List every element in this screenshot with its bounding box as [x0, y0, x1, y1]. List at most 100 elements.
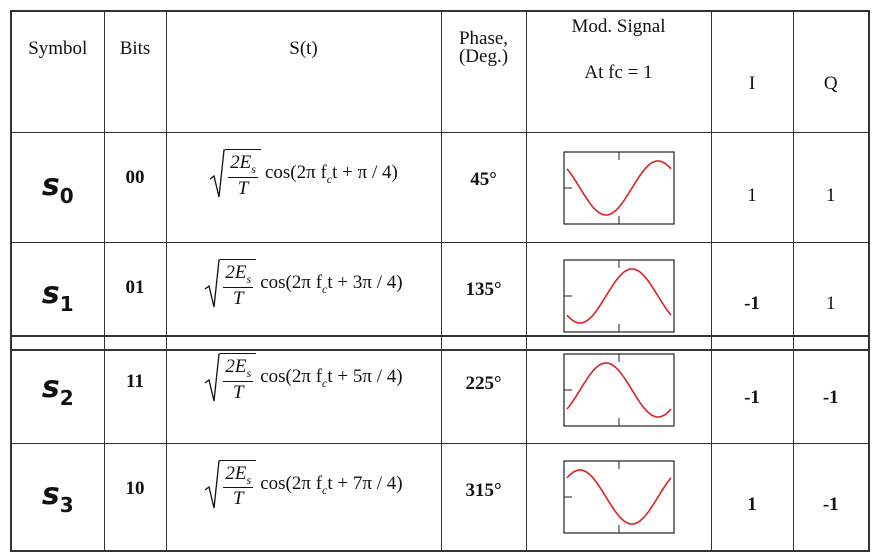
- waveform-frame: [562, 460, 675, 534]
- numerator-text: 2E: [225, 356, 247, 377]
- waveform-ticks: [563, 460, 619, 533]
- header-cell: Symbol: [10, 10, 105, 133]
- expression: cos(2π fct + 7π / 4): [260, 473, 402, 498]
- expression: cos(2π fct + 5π / 4): [260, 366, 402, 391]
- q-cell: 1: [792, 132, 870, 243]
- numerator-sub: s: [246, 271, 252, 286]
- symbol-sub: 0: [59, 183, 74, 208]
- waveform: [562, 353, 675, 427]
- numerator: 2Es: [228, 152, 258, 178]
- phase-cell: 45°: [440, 132, 527, 243]
- numerator: 2Es: [223, 356, 254, 382]
- symbol-sub: 2: [59, 385, 74, 410]
- phase-cell: 315°: [440, 442, 527, 552]
- header-row: Symbol Bits S(t) Phase, (Deg.) Mod. Sign…: [10, 10, 870, 133]
- fraction: 2Es T: [225, 149, 261, 200]
- expression-sub: c: [322, 482, 328, 497]
- radical-sign: [205, 259, 221, 308]
- header-cell: Mod. Signal At fc = 1: [525, 10, 712, 133]
- denominator: T: [233, 287, 244, 309]
- symbol-sub: 1: [59, 291, 74, 316]
- denominator: T: [233, 381, 244, 403]
- waveform-curve: [565, 267, 672, 324]
- waveform-cell: [525, 442, 712, 552]
- waveform-cell: [525, 335, 712, 444]
- phase-cell: 135°: [440, 242, 527, 350]
- i-cell: 1: [710, 442, 794, 552]
- bits-cell: 10: [103, 442, 167, 552]
- bits-cell: 00: [103, 132, 167, 243]
- i-cell: -1: [710, 335, 794, 444]
- symbol-base: s: [41, 275, 60, 311]
- denominator: T: [233, 488, 244, 510]
- symbol-cell: s1: [10, 242, 105, 350]
- expression-tail: t + 5π / 4): [327, 366, 403, 387]
- expression-tail: t + 7π / 4): [327, 472, 403, 494]
- radical-path: [205, 460, 221, 509]
- numerator-text: 2E: [225, 462, 247, 484]
- symbol-cell: s3: [10, 442, 105, 552]
- header-text: At fc = 1: [584, 62, 653, 83]
- radical-path: [205, 259, 221, 308]
- numerator-sub: s: [246, 472, 252, 487]
- symbol-cell: s2: [10, 335, 105, 444]
- header-cell: S(t): [165, 10, 442, 133]
- expression-sub: c: [322, 375, 328, 390]
- expression-tail: t + π / 4): [332, 162, 398, 183]
- header-text: Phase,: [458, 28, 509, 49]
- symbol-sub: 3: [59, 492, 74, 517]
- waveform-cell: [525, 132, 712, 243]
- waveform: [562, 460, 675, 534]
- phase-cell: 225°: [440, 335, 527, 444]
- expression-text: cos(2π f: [260, 366, 323, 387]
- bits-cell: 11: [103, 335, 167, 444]
- numerator-sub: s: [251, 161, 256, 176]
- waveform-curve: [565, 468, 672, 525]
- expression: cos(2π fct + 3π / 4): [260, 272, 402, 297]
- waveform-frame: [562, 353, 675, 427]
- numerator-text: 2E: [230, 152, 252, 173]
- radical-sign: [209, 149, 226, 198]
- radical-sign: [205, 353, 221, 402]
- denominator: T: [237, 177, 249, 199]
- header-text: (Deg.): [458, 46, 509, 67]
- waveform-ticks: [563, 353, 619, 426]
- waveform-ticks: [563, 259, 619, 332]
- expression-text: cos(2π f: [260, 272, 323, 293]
- waveform: [562, 259, 675, 333]
- radical-path: [205, 353, 221, 402]
- i-cell: 1: [710, 132, 794, 243]
- waveform-curve: [565, 159, 672, 216]
- radical-path: [209, 149, 226, 198]
- header-cell: Bits: [103, 10, 167, 133]
- fraction: 2Es T: [220, 259, 257, 310]
- numerator-sub: s: [246, 365, 252, 380]
- waveform-ticks: [563, 151, 619, 224]
- expression-sub: c: [326, 171, 333, 186]
- numerator-text: 2E: [225, 262, 247, 283]
- expression-tail: t + 3π / 4): [327, 272, 403, 293]
- numerator: 2Es: [223, 462, 254, 489]
- waveform-cell: [525, 242, 712, 350]
- waveform: [562, 150, 675, 225]
- bits-cell: 01: [103, 242, 167, 350]
- header-text: Mod. Signal: [571, 16, 666, 37]
- header-cell: Phase, (Deg.): [440, 10, 527, 133]
- expression-sub: c: [322, 281, 328, 296]
- header-cell: Q: [792, 10, 870, 133]
- radical-sign: [205, 460, 221, 509]
- waveform-curve: [565, 361, 672, 418]
- symbol-cell: s0: [10, 132, 105, 243]
